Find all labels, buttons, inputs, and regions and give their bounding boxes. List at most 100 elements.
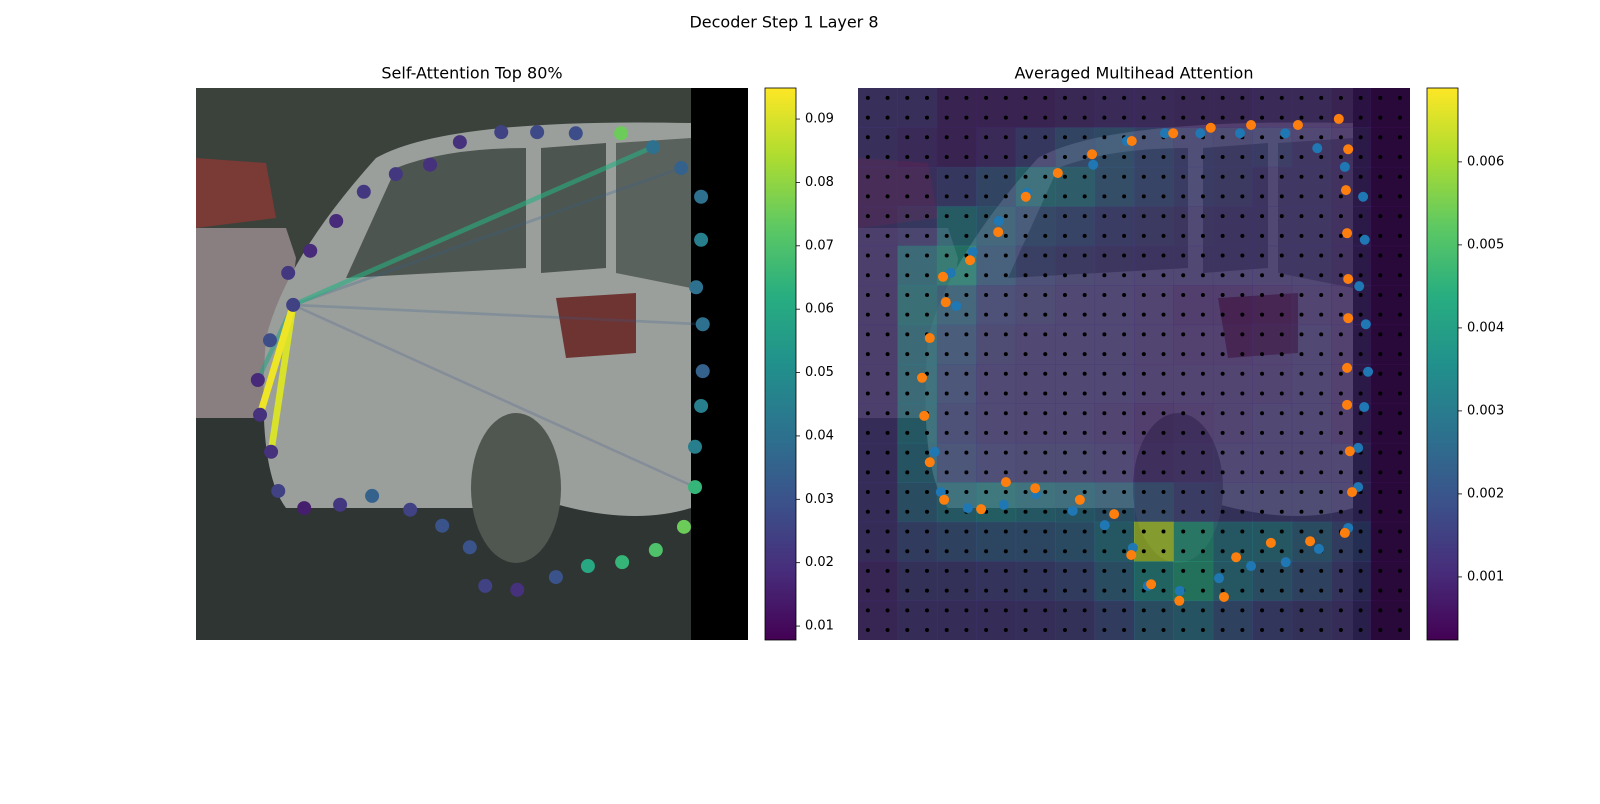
grid-dot [1082,95,1087,100]
heat-cell [1291,482,1332,523]
heat-cell [897,324,938,365]
point [1353,442,1364,453]
point [1333,113,1344,124]
grid-dot [1161,411,1166,416]
grid-dot [964,391,969,396]
heat-cell [976,245,1017,286]
grid-dot [1003,135,1008,140]
heat-cell [1173,88,1214,128]
grid-dot [1062,608,1067,613]
grid-dot [964,608,969,613]
point [1205,122,1216,133]
heat-cell [976,206,1017,247]
grid-dot [1141,194,1146,199]
grid-dot [984,312,989,317]
grid-dot [1299,490,1304,495]
grid-dot [1220,233,1225,238]
heat-cell [1094,364,1135,404]
grid-dot [1141,312,1146,317]
grid-dot [1279,568,1284,573]
grid-dot [1141,154,1146,159]
grid-dot [984,411,989,416]
grid-dot [1023,450,1028,455]
point [1231,552,1242,563]
grid-dot [1003,628,1008,633]
grid-dot [1200,509,1205,514]
grid-dot [1358,371,1363,376]
grid-dot [1398,430,1403,435]
grid-dot [905,371,910,376]
heat-cell [1055,521,1096,562]
grid-dot [1338,588,1343,593]
grid-dot [1102,509,1107,514]
grid-dot [984,470,989,475]
grid-dot [944,588,949,593]
heat-cell [976,285,1017,326]
point [435,518,450,533]
grid-dot [865,233,870,238]
heat-cell [1015,285,1056,326]
grid-dot [1023,430,1028,435]
point [1246,119,1257,130]
grid-dot [1240,352,1245,357]
point [1280,557,1291,568]
grid-dot [1181,253,1186,258]
heat-cell [1094,245,1135,286]
grid-dot [924,292,929,297]
grid-dot [1299,450,1304,455]
grid-dot [905,95,910,100]
grid-dot [1122,588,1127,593]
grid-dot [1122,214,1127,219]
grid-dot [1338,135,1343,140]
heat-cell [1055,482,1096,523]
grid-dot [1003,549,1008,554]
grid-dot [1102,292,1107,297]
grid-dot [1082,450,1087,455]
grid-dot [1161,588,1166,593]
grid-dot [1102,273,1107,278]
grid-dot [1043,233,1048,238]
heat-cell [1331,600,1372,640]
grid-dot [1062,95,1067,100]
heat-cell [1291,166,1332,207]
grid-dot [1102,549,1107,554]
heat-cell [936,600,977,640]
grid-dot [1200,273,1205,278]
heat-cell [936,364,977,404]
grid-dot [1240,509,1245,514]
grid-dot [964,273,969,278]
grid-dot [1338,470,1343,475]
grid-dot [1299,588,1304,593]
grid-dot [1398,391,1403,396]
heat-cell [1173,127,1214,168]
grid-dot [1398,509,1403,514]
plot-area [250,125,710,597]
grid-dot [1003,509,1008,514]
point [1339,161,1350,172]
grid-dot [1279,194,1284,199]
grid-dot [1260,292,1265,297]
heat-cell [1212,442,1253,483]
grid-dot [1043,352,1048,357]
grid-dot [924,588,929,593]
heat-cell [1015,600,1056,640]
grid-dot [1003,214,1008,219]
grid-dot [1023,233,1028,238]
grid-dot [1338,490,1343,495]
point [271,483,286,498]
grid-dot [1240,273,1245,278]
grid-dot [1023,628,1028,633]
grid-dot [1141,352,1146,357]
grid-dot [1082,391,1087,396]
heat-cell [976,482,1017,523]
grid-dot [1043,391,1048,396]
point [281,265,296,280]
grid-dot [1338,549,1343,554]
grid-dot [1378,154,1383,159]
heat-cell [1015,127,1056,168]
grid-dot [905,233,910,238]
heat-cell [1173,600,1214,640]
point [962,503,973,514]
grid-dot [885,352,890,357]
